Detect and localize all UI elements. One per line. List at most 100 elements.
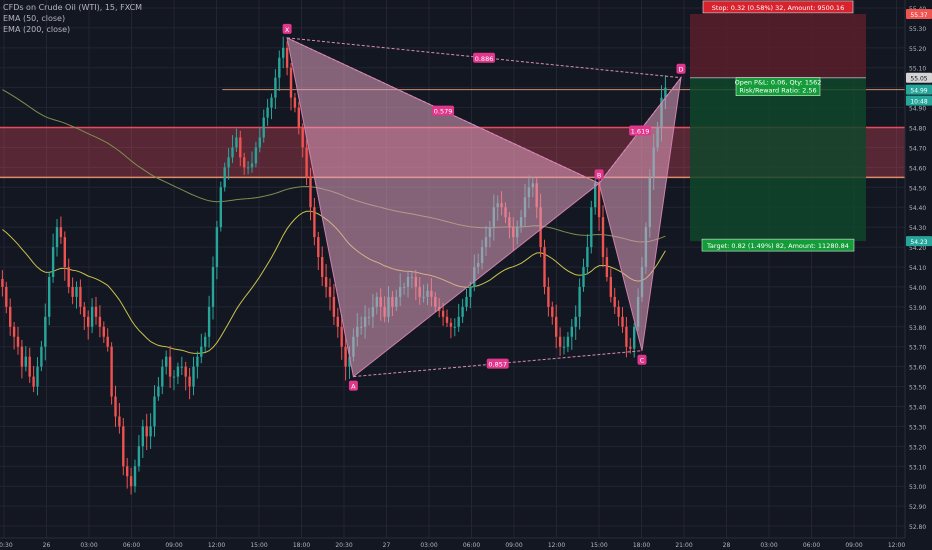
candle-body (282, 47, 285, 58)
price-tick-label: 52.80 (909, 524, 926, 531)
short-position-tool[interactable] (690, 13, 866, 242)
candle-body (9, 306, 12, 327)
time-tick-label: 06:00 (123, 542, 140, 549)
candle-body (609, 276, 612, 297)
candle-body (145, 426, 148, 437)
ratio-label: 1.619 (631, 128, 650, 136)
candle-body (129, 476, 133, 487)
ratio-label-bg (629, 125, 652, 136)
price-tick-label: 54.80 (909, 126, 926, 133)
candle-body (301, 127, 304, 148)
time-tick-label: 09:00 (165, 542, 182, 549)
price-tick-label: 54.20 (909, 245, 926, 252)
rr-label: Risk/Reward Ratio: 2.56 (739, 87, 816, 95)
candle-body (555, 316, 558, 337)
time-tick-label: 18:00 (633, 542, 650, 549)
candle-body (297, 107, 300, 128)
candle-body (200, 346, 203, 357)
candle-body (305, 147, 308, 178)
candle-body (551, 306, 554, 317)
candle-body (20, 346, 24, 367)
candle-body (196, 356, 199, 367)
candle-body (558, 336, 562, 347)
ratio-label: 0.857 (488, 361, 507, 369)
candle-body (590, 207, 593, 248)
price-tick-label: 54.40 (909, 205, 926, 212)
candle-body (122, 426, 125, 467)
candle-body (149, 426, 152, 437)
price-tick-label: 54.50 (909, 185, 926, 192)
candle-body (176, 366, 180, 377)
candle-body (192, 366, 195, 387)
pnl-label-bg (735, 77, 821, 96)
candle-body (168, 356, 172, 377)
candle-body (613, 296, 616, 307)
time-tick-label: 03:00 (80, 542, 97, 549)
price-tick-label: 53.10 (909, 464, 926, 471)
candle-body (324, 276, 328, 287)
pnl-label: Open P&L: 0.06, Qty: 1562 (735, 79, 822, 87)
candle-body (258, 137, 261, 148)
candle-body (141, 426, 144, 447)
xabcd-pattern[interactable]: 0.886 0.579 1.619 0.857 X A B C D (282, 23, 686, 391)
candle-body (188, 376, 191, 387)
chart-legend: CFDs on Crude Oil (WTI), 15, FXCM EMA (5… (3, 2, 142, 35)
price-tick-label: 55.30 (909, 26, 926, 33)
price-tick-label: 55.10 (909, 66, 926, 73)
target-label-bg (701, 238, 855, 252)
price-tick-label: 54.00 (909, 285, 926, 292)
candle-body (578, 286, 581, 317)
price-tick-label: 53.00 (909, 484, 926, 491)
candle-body (621, 316, 624, 327)
price-tick-label: 54.30 (909, 225, 926, 232)
time-tick-label: 18:00 (293, 542, 310, 549)
time-tick-label: 06:00 (463, 542, 480, 549)
candle-body (289, 67, 293, 98)
candle-body (617, 306, 620, 317)
candle-body (582, 267, 585, 287)
stop-label: Stop: 0.32 (0.58%) 32, Amount: 9500.16 (712, 4, 844, 12)
candle-body (227, 157, 230, 168)
pattern-point-bg (594, 169, 604, 180)
symbol-title: CFDs on Crude Oil (WTI), 15, FXCM (3, 3, 143, 12)
pattern-point-label: B (597, 171, 601, 179)
time-tick-label: 12:00 (548, 542, 565, 549)
ema50-legend: EMA (50, close) (3, 14, 66, 23)
candle-body (465, 296, 468, 307)
pattern-point-bg (637, 354, 647, 365)
price-tick-label: 53.40 (909, 404, 926, 411)
price-tick-label: 53.90 (909, 305, 926, 312)
candle-body (90, 306, 94, 327)
time-tick-label: 03:00 (420, 542, 437, 549)
stop-label-bg (702, 0, 854, 14)
price-tick-label: 52.90 (909, 504, 926, 511)
candle-body (547, 286, 550, 307)
candle-body (445, 316, 449, 323)
price-badge-bg (906, 72, 932, 83)
candle-body (55, 227, 59, 248)
candle-body (629, 346, 632, 349)
candle-body (94, 306, 98, 317)
candle-body (87, 316, 90, 327)
price-badge-bg (906, 8, 932, 19)
candle-body (44, 316, 47, 347)
candle-body (457, 316, 460, 327)
price-badge: 55.37 (910, 12, 927, 19)
candle-body (24, 356, 27, 367)
candle-body (207, 306, 211, 337)
price-tick-label: 55.20 (909, 46, 926, 53)
price-tick-label: 53.80 (909, 325, 926, 332)
candle-body (114, 396, 117, 417)
candle-body (165, 356, 168, 367)
candle-body (71, 286, 74, 297)
candle-body (562, 346, 566, 348)
candle-body (172, 376, 176, 378)
price-tick-label: 53.60 (909, 365, 926, 372)
candle-body (79, 286, 82, 307)
candle-body (266, 107, 269, 118)
candle-body (161, 366, 164, 387)
time-tick-label: 26 (43, 542, 51, 549)
candle-body (137, 446, 141, 467)
candle-body (180, 366, 183, 368)
